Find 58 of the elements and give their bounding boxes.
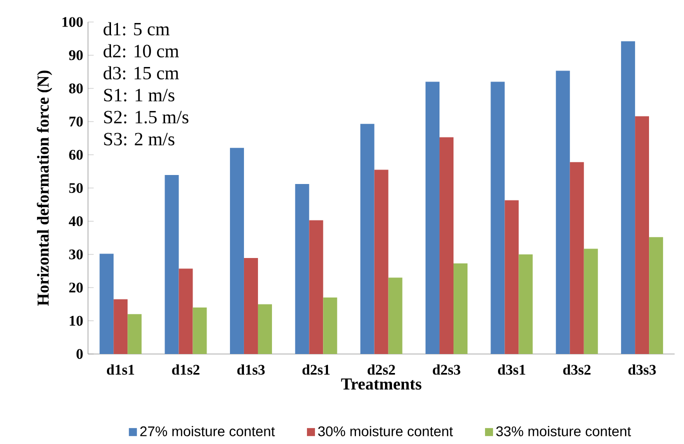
y-tick-label: 80 <box>69 83 83 94</box>
bar <box>309 220 324 354</box>
y-tick-label: 60 <box>69 150 83 160</box>
annotation: S1: 1 m/s <box>104 88 174 102</box>
bar <box>100 254 114 354</box>
annotation: S3: 2 m/s <box>104 132 174 146</box>
bar <box>244 258 258 354</box>
y-tick-label: 30 <box>69 249 83 260</box>
annotation: d2: 10 cm <box>104 44 179 58</box>
legend-label: 27% moisture content <box>140 426 275 436</box>
x-axis-title: Treatments <box>341 378 422 390</box>
y-tick-label: 40 <box>68 216 83 226</box>
y-tick-label: 50 <box>69 183 83 193</box>
bar <box>323 298 338 354</box>
annotation: d3: 15 cm <box>104 66 179 80</box>
bar <box>426 82 440 354</box>
bar <box>360 124 374 354</box>
bar <box>504 200 519 354</box>
annotation: S2: 1.5 m/s <box>104 110 188 124</box>
bar <box>295 184 310 354</box>
y-tick-label: 100 <box>62 17 83 27</box>
legend-label: 30% moisture content <box>318 426 453 436</box>
bar <box>584 248 598 354</box>
x-tick-label: d3s1 <box>498 364 526 375</box>
bar <box>635 116 650 354</box>
bar <box>164 175 179 354</box>
x-tick-label: d1s3 <box>237 364 265 375</box>
bar <box>518 254 533 354</box>
bar <box>230 148 244 354</box>
y-axis-title: Horizontal deformation force (N) <box>36 70 52 306</box>
bar <box>556 70 570 354</box>
y-tick-label: 20 <box>69 282 83 293</box>
bar <box>178 268 193 354</box>
y-tick-label: 10 <box>70 316 83 326</box>
bar <box>570 162 584 354</box>
bar <box>621 41 636 354</box>
x-tick-label: d1s1 <box>106 364 134 375</box>
bar <box>374 170 388 354</box>
legend-label: 33% moisture content <box>496 426 631 436</box>
bar <box>454 263 468 354</box>
x-tick-label: d2s2 <box>368 364 395 375</box>
bar <box>128 314 142 354</box>
y-tick-label: 90 <box>69 50 83 60</box>
annotation: d1: 5 cm <box>104 22 170 36</box>
x-tick-label: d2s3 <box>432 364 460 375</box>
x-tick-label: d3s2 <box>563 364 590 375</box>
bar <box>114 299 128 354</box>
x-tick-label: d1s2 <box>172 364 200 375</box>
y-tick-label: 70 <box>69 116 83 127</box>
x-tick-label: d3s3 <box>628 364 656 375</box>
bar <box>490 82 505 354</box>
bar <box>192 308 207 354</box>
bar <box>440 137 454 354</box>
x-tick-label: d2s1 <box>302 364 330 375</box>
bar <box>649 237 664 354</box>
bar <box>258 304 272 354</box>
y-tick-label: 0 <box>76 349 83 359</box>
bar <box>388 278 402 354</box>
